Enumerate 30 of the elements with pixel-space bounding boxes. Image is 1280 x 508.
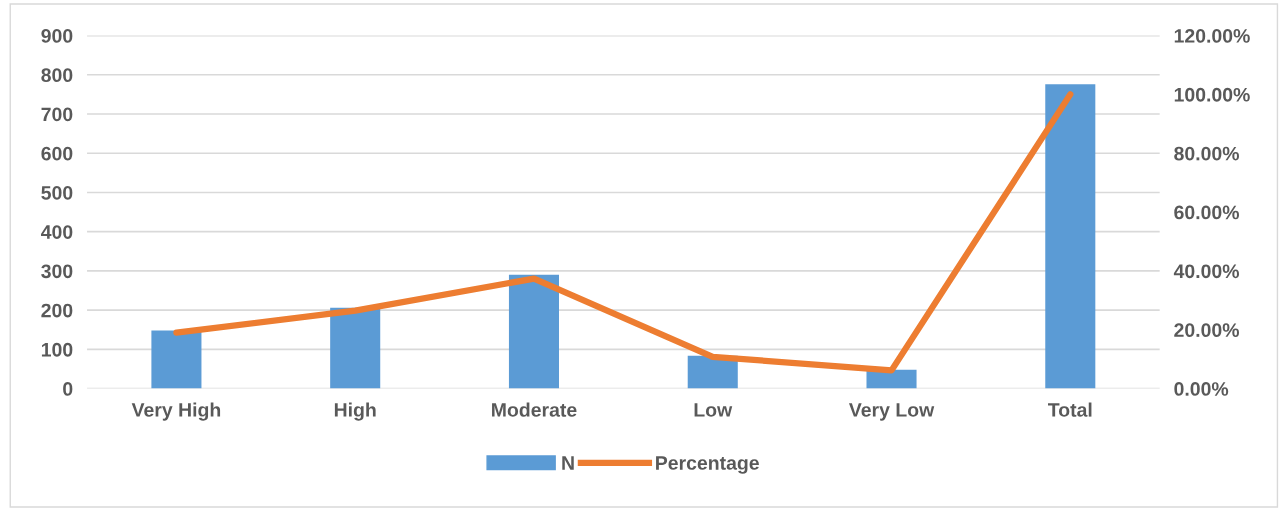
y2-tick-label: 80.00% <box>1174 146 1239 161</box>
y2-tick-label: 120.00% <box>1174 29 1250 43</box>
x-tick-label: Total <box>1048 402 1092 417</box>
x-tick-label: Very High <box>131 402 221 421</box>
bar <box>151 330 202 389</box>
y-tick-label: 800 <box>41 68 73 83</box>
bar <box>330 307 381 389</box>
y2-tick-label: 20.00% <box>1174 323 1239 338</box>
bar <box>508 274 559 389</box>
bar <box>866 369 917 389</box>
x-tick-label: Moderate <box>492 402 577 417</box>
x-tick-label: High <box>334 402 376 421</box>
y-tick-label: 0 <box>63 382 73 396</box>
y-tick-label: 200 <box>41 303 73 318</box>
y-tick-label: 500 <box>41 185 73 200</box>
y-tick-label: 400 <box>41 225 73 239</box>
x-tick-label: Very Low <box>848 403 935 421</box>
legend-label: N <box>562 456 574 470</box>
y-tick-label: 100 <box>41 342 73 357</box>
bar <box>1045 84 1096 389</box>
legend-label: Percentage <box>656 456 759 474</box>
y2-tick-label: 0.00% <box>1174 382 1229 396</box>
y2-tick-label: 60.00% <box>1174 205 1239 220</box>
y-tick-label: 900 <box>41 29 73 43</box>
y2-tick-label: 40.00% <box>1173 264 1239 279</box>
y-tick-label: 600 <box>41 146 73 161</box>
y-tick-label: 700 <box>41 107 73 122</box>
x-tick-label: Low <box>694 403 733 417</box>
y2-tick-label: 100.00% <box>1174 87 1250 102</box>
y-tick-label: 300 <box>41 264 73 279</box>
